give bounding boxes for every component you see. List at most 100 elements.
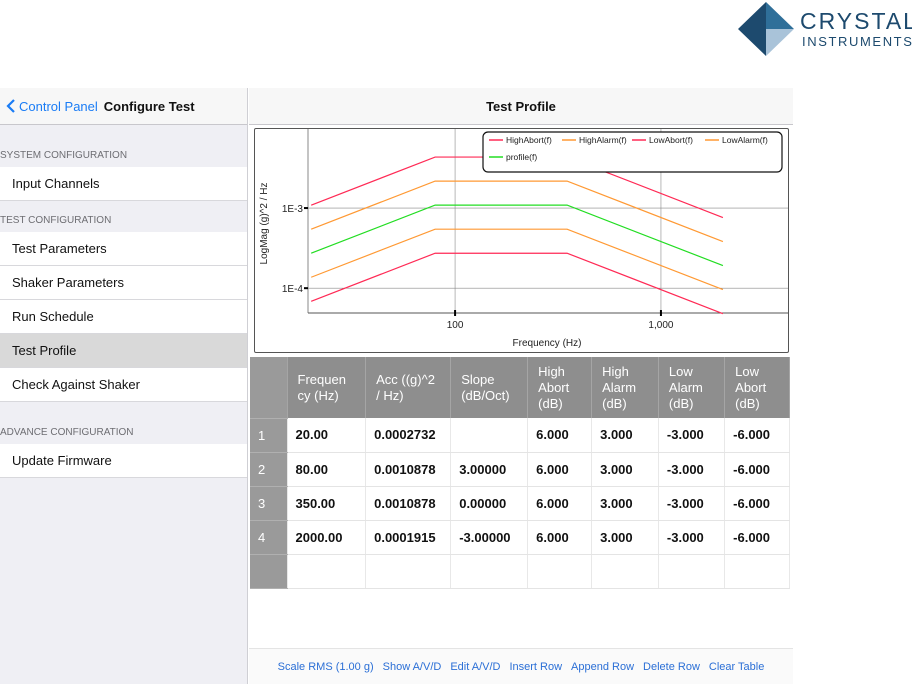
column-header: Low Alarm (dB) <box>658 357 726 418</box>
series-line-lowabort <box>310 252 724 315</box>
y-tick-label: 1E-4 <box>282 284 304 295</box>
table-cell[interactable]: 80.00 <box>287 452 367 487</box>
index-header <box>250 357 288 419</box>
logo-line1: CRYSTAL <box>800 8 912 34</box>
sidebar-item-shaker-parameters[interactable]: Shaker Parameters <box>0 266 247 300</box>
table-cell[interactable]: 3.000 <box>591 452 659 487</box>
legend-label: profile(f) <box>506 152 537 162</box>
page-title: Test Profile <box>249 88 793 125</box>
y-tick-label: 1E-3 <box>282 204 304 215</box>
table-cell[interactable]: -6.000 <box>724 452 790 487</box>
sidebar-item-check-against-shaker[interactable]: Check Against Shaker <box>0 368 247 402</box>
sidebar-item-test-parameters[interactable]: Test Parameters <box>0 232 247 266</box>
series-line-highalarm <box>310 180 724 243</box>
table-cell[interactable]: 3.00000 <box>450 452 529 487</box>
logo-diamond-icon <box>738 2 794 56</box>
legend-label: LowAlarm(f) <box>722 135 768 145</box>
table-row[interactable]: 4 2000.00 0.0001915 -3.00000 6.000 3.000 -3.00… <box>250 520 790 555</box>
table-cell[interactable] <box>450 554 529 589</box>
back-button[interactable]: Control Panel <box>6 98 98 114</box>
table-cell[interactable]: 350.00 <box>287 486 367 521</box>
table-cell[interactable]: -6.000 <box>724 418 790 453</box>
table-cell[interactable] <box>527 554 593 589</box>
series-line-lowalarm <box>310 228 724 291</box>
main-panel: Test Profile 100 1,000 1E-3 1E-4 Frequency (… <box>249 88 793 684</box>
table-cell[interactable]: 6.000 <box>527 418 593 453</box>
table-cell[interactable]: 0.00000 <box>450 486 529 521</box>
table-cell[interactable] <box>365 554 452 589</box>
section-label: SYSTEM CONFIGURATION <box>0 150 128 161</box>
table-cell[interactable]: 0.0010878 <box>365 486 452 521</box>
chevron-left-icon <box>6 99 15 113</box>
crystal-instruments-logo: CRYSTAL INSTRUMENTS <box>738 2 912 56</box>
column-header: Frequen cy (Hz) <box>287 357 367 418</box>
table-cell[interactable]: 6.000 <box>527 520 593 555</box>
table-cell[interactable] <box>450 418 529 453</box>
back-label: Control Panel <box>19 98 98 114</box>
sidebar-title: Configure Test <box>103 98 195 114</box>
legend-label: LowAbort(f) <box>649 135 693 145</box>
table-cell[interactable] <box>658 554 726 589</box>
sidebar: Control Panel Configure Test SYSTEM CONF… <box>0 88 248 684</box>
table-cell[interactable]: 3.000 <box>591 520 659 555</box>
table-cell[interactable] <box>724 554 790 589</box>
profile-chart: 100 1,000 1E-3 1E-4 Frequency (Hz) LogMag (g)… <box>254 128 789 353</box>
toolbar-button-scale-rms-1-00-g[interactable]: Scale RMS (1.00 g) <box>277 660 374 673</box>
table-row[interactable]: 3 350.00 0.0010878 0.00000 6.000 3.000 -3.000-… <box>250 486 790 521</box>
table-cell[interactable]: 6.000 <box>527 486 593 521</box>
column-header: Slope (dB/Oct) <box>450 357 529 418</box>
table-cell[interactable]: 3.000 <box>591 486 659 521</box>
toolbar-button-insert-row[interactable]: Insert Row <box>509 660 563 673</box>
x-tick-label: 1,000 <box>648 320 673 331</box>
section-system: SYSTEM CONFIGURATION Input Channels <box>0 125 247 201</box>
sidebar-item-input-channels[interactable]: Input Channels <box>0 167 247 201</box>
table-cell[interactable]: 0.0010878 <box>365 452 452 487</box>
row-index: 4 <box>250 520 288 555</box>
table-cell[interactable]: -3.000 <box>658 520 726 555</box>
table-cell[interactable]: 0.0001915 <box>365 520 452 555</box>
legend-box <box>482 131 783 173</box>
series-line-profile <box>310 204 724 267</box>
table-cell[interactable]: 20.00 <box>287 418 367 453</box>
table-header-row: Frequen cy (Hz) Acc ((g)^2 / Hz) Slope (dB… <box>250 357 790 419</box>
section-test: TEST CONFIGURATION Test Parameters Shake… <box>0 201 247 402</box>
table-cell[interactable]: 0.0002732 <box>365 418 452 453</box>
legend-label: HighAlarm(f) <box>579 135 627 145</box>
x-tick-label: 100 <box>447 320 464 331</box>
toolbar-button-append-row[interactable]: Append Row <box>571 660 635 673</box>
table-cell[interactable]: -3.00000 <box>450 520 529 555</box>
sidebar-item-test-profile[interactable]: Test Profile <box>0 334 247 368</box>
table-row[interactable]: 1 20.00 0.0002732 6.000 3.000 -3.000 -6.000 <box>250 418 790 453</box>
logo-line2: INSTRUMENTS <box>802 34 912 49</box>
bottom-toolbar: Scale RMS (1.00 g) Show A/V/D Edit A/V/D In… <box>249 648 793 684</box>
chart-svg: 100 1,000 1E-3 1E-4 Frequency (Hz) LogMag (g)… <box>259 129 788 349</box>
table-cell[interactable]: 3.000 <box>591 418 659 453</box>
table-cell[interactable] <box>591 554 659 589</box>
column-header: High Alarm (dB) <box>591 357 659 418</box>
table-cell[interactable]: -6.000 <box>724 486 790 521</box>
section-advance: ADVANCE CONFIGURATION Update Firmware <box>0 402 247 478</box>
table-row[interactable] <box>250 554 790 589</box>
table-cell[interactable]: -3.000 <box>658 452 726 487</box>
table-cell[interactable] <box>287 554 367 589</box>
toolbar-button-show-a-v-d[interactable]: Show A/V/D <box>382 660 442 673</box>
row-index <box>250 554 288 589</box>
sidebar-item-update-firmware[interactable]: Update Firmware <box>0 444 247 478</box>
column-header: Acc ((g)^2 / Hz) <box>365 357 452 418</box>
toolbar-button-clear-table[interactable]: Clear Table <box>708 660 765 673</box>
table-cell[interactable]: 6.000 <box>527 452 593 487</box>
table-cell[interactable]: -3.000 <box>658 486 726 521</box>
sidebar-item-run-schedule[interactable]: Run Schedule <box>0 300 247 334</box>
section-label: TEST CONFIGURATION <box>0 215 112 226</box>
column-header: Low Abort (dB) <box>724 357 790 418</box>
table-row[interactable]: 2 80.00 0.0010878 3.00000 6.000 3.000 -3.000 -6… <box>250 452 790 487</box>
column-header: High Abort (dB) <box>527 357 593 418</box>
row-index: 3 <box>250 486 288 521</box>
row-index: 1 <box>250 418 288 453</box>
table-cell[interactable]: 2000.00 <box>287 520 367 555</box>
sidebar-header: Control Panel Configure Test <box>0 88 247 125</box>
toolbar-button-delete-row[interactable]: Delete Row <box>643 660 700 673</box>
toolbar-button-edit-a-v-d[interactable]: Edit A/V/D <box>450 660 501 673</box>
table-cell[interactable]: -6.000 <box>724 520 790 555</box>
table-cell[interactable]: -3.000 <box>658 418 726 453</box>
